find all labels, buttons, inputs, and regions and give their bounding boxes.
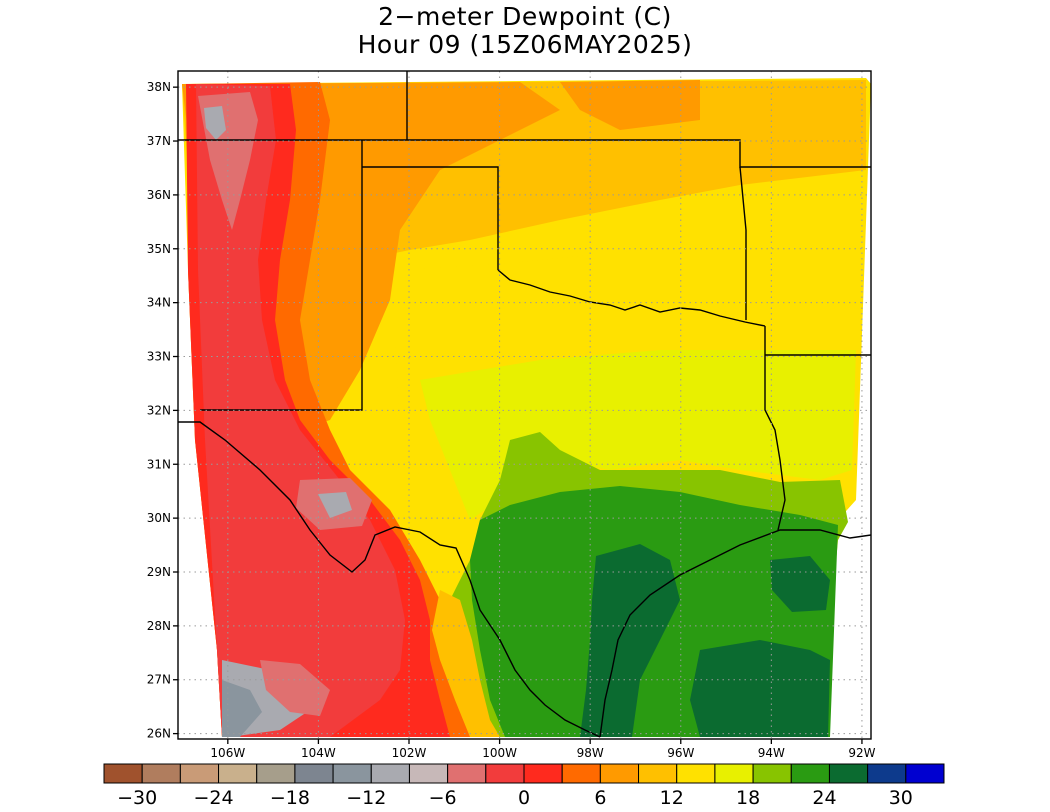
colorbar-label: 18 xyxy=(736,787,760,809)
colorbar-label: −6 xyxy=(429,787,457,809)
lon-tick-label: 106W xyxy=(210,746,245,760)
colorbar-swatch xyxy=(485,763,525,784)
colorbar-swatch xyxy=(638,763,678,784)
colorbar-label: −30 xyxy=(117,787,157,809)
colorbar-swatch xyxy=(523,763,563,784)
colorbar-label: 6 xyxy=(594,787,606,809)
lon-tick-label: 92W xyxy=(848,746,875,760)
border-ok-panhandle xyxy=(362,166,499,270)
lat-tick-label: 26N xyxy=(147,727,171,741)
colorbar-swatch xyxy=(905,763,945,784)
lat-tick-label: 28N xyxy=(147,619,171,633)
lat-lon-gridlines xyxy=(178,71,871,739)
colorbar-swatch xyxy=(141,763,181,784)
colorbar-label: 30 xyxy=(889,787,913,809)
colorbar-swatch xyxy=(294,763,334,784)
colorbar-swatch xyxy=(256,763,296,784)
border-rio-grande xyxy=(178,421,601,738)
field-darkgreen-gulf xyxy=(690,640,830,737)
field-grey-bigbend xyxy=(318,492,352,518)
lon-tick-label: 102W xyxy=(392,746,427,760)
colorbar-swatch xyxy=(790,763,830,784)
colorbar-swatch xyxy=(676,763,716,784)
border-nm-texas-east xyxy=(200,140,363,411)
colorbar-label: −12 xyxy=(346,787,386,809)
lat-tick-label: 37N xyxy=(147,134,171,148)
field-darkorange-n xyxy=(560,80,700,130)
colorbar-swatch xyxy=(561,763,601,784)
field-grey-nw xyxy=(204,106,226,140)
border-red-river xyxy=(497,269,766,327)
chart-title: 2−meter Dewpoint (C) xyxy=(378,2,672,31)
lon-tick-label: 96W xyxy=(667,746,694,760)
colorbar-swatch xyxy=(408,763,449,784)
lon-tick-label: 100W xyxy=(482,746,517,760)
colorbar-swatch xyxy=(599,763,640,784)
lat-tick-label: 31N xyxy=(147,457,171,471)
boundaries xyxy=(178,71,871,738)
chart-subtitle: Hour 09 (15Z06MAY2025) xyxy=(357,30,693,59)
field-yellowgreen-central xyxy=(420,350,856,520)
border-oklahoma-arkansas xyxy=(739,166,747,320)
colorbar-swatch xyxy=(828,763,869,784)
lon-tick-label: 98W xyxy=(577,746,604,760)
lat-tick-label: 36N xyxy=(147,188,171,202)
lon-tick-label: 104W xyxy=(301,746,336,760)
field-red2-west xyxy=(196,84,405,737)
lat-tick-label: 38N xyxy=(147,80,171,94)
lat-tick-label: 29N xyxy=(147,565,171,579)
lat-tick-label: 33N xyxy=(147,350,171,364)
lon-tick-label: 94W xyxy=(758,746,785,760)
lat-tick-label: 34N xyxy=(147,296,171,310)
colorbar-swatch xyxy=(370,763,410,784)
field-darkgreen-east xyxy=(770,556,830,612)
lat-tick-label: 27N xyxy=(147,673,171,687)
lat-tick-label: 30N xyxy=(147,511,171,525)
colorbar-label: 0 xyxy=(518,787,530,809)
colorbar-label: 24 xyxy=(812,787,836,809)
colorbar-label: 12 xyxy=(660,787,684,809)
colorbar-swatch xyxy=(218,763,258,784)
lat-tick-label: 35N xyxy=(147,242,171,256)
colorbar-swatch xyxy=(447,763,487,784)
lat-tick-label: 32N xyxy=(147,403,171,417)
colorbar-swatch xyxy=(179,763,220,784)
colorbar-label: −24 xyxy=(193,787,233,809)
colorbar: −30 −24 −18 −12 −6 0 6 12 18 24 30 xyxy=(103,763,945,809)
colorbar-swatch xyxy=(867,763,907,784)
dewpoint-field xyxy=(182,78,871,737)
colorbar-swatch xyxy=(332,763,372,784)
field-yellow-riogrande xyxy=(432,590,500,737)
colorbar-swatch xyxy=(103,763,143,784)
border-texas-louisiana xyxy=(764,326,871,531)
plot-frame xyxy=(177,70,872,740)
border-kansas-oklahoma xyxy=(178,139,871,168)
colorbar-swatch xyxy=(714,763,754,784)
field-pink-southwest xyxy=(260,660,330,716)
axis-ticks: 26N 27N 28N 29N 30N 31N 32N 33N 34N 35N 36N 37N 38N 1… xyxy=(147,80,876,760)
colorbar-label: −18 xyxy=(270,787,310,809)
field-darkgrey-southwest xyxy=(222,680,262,737)
border-gulf-coast xyxy=(599,529,871,738)
colorbar-swatch xyxy=(752,763,792,784)
